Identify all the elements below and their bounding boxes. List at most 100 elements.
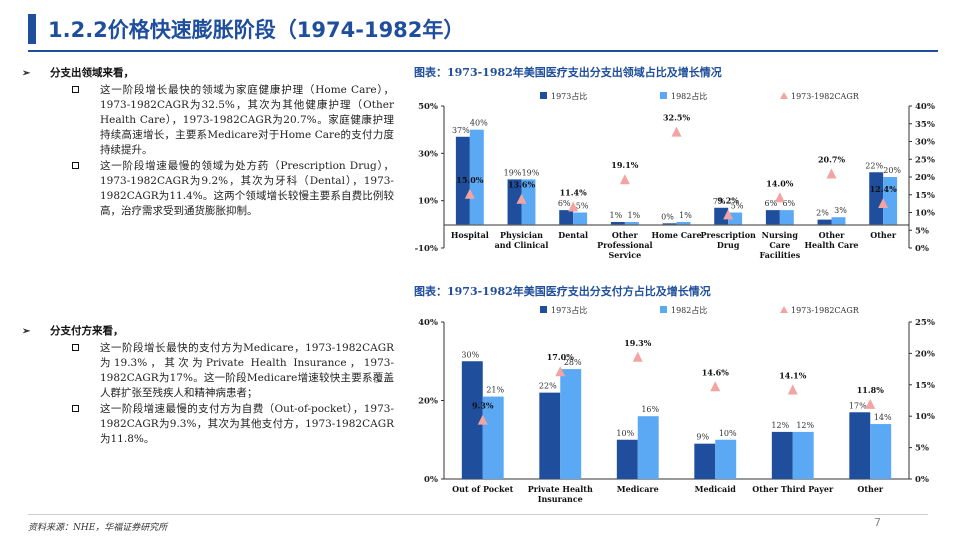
right-tick-label: 30% <box>915 138 935 148</box>
bullet-text: 这一阶段增长最快的领域为家庭健康护理（Home Care），1973-1982C… <box>100 84 394 156</box>
bar-1973 <box>616 439 638 479</box>
category-label: Drug <box>717 240 740 250</box>
section-by-field: ➢ 分支出领域来看， 这一阶段增长最快的领域为家庭健康护理（Home Care）… <box>22 66 394 220</box>
right-tick-label: 0% <box>915 244 929 254</box>
bar-value-label: 6% <box>558 199 571 208</box>
section-heading-text: 分支付方来看， <box>50 325 124 337</box>
cagr-value-label: 32.5% <box>663 113 690 123</box>
bar-value-label: 0% <box>661 212 674 221</box>
category-label: Nursing <box>762 230 799 240</box>
bar-value-label: 9% <box>696 433 709 442</box>
bar-1982 <box>521 179 536 225</box>
cagr-marker <box>619 174 630 185</box>
bar-1982 <box>676 221 691 225</box>
bar-value-label: 22% <box>865 161 883 170</box>
left-tick-label: 40% <box>418 318 438 328</box>
right-tick-label: 5% <box>915 226 929 236</box>
right-tick-label: 20% <box>915 349 935 359</box>
right-tick-label: 20% <box>915 173 935 183</box>
right-tick-label: 10% <box>915 209 935 219</box>
category-label: Insurance <box>538 494 583 504</box>
section-by-payer: ➢ 分支付方来看， 这一阶段增长最快的支付方为Medicare，1973-198… <box>22 324 394 448</box>
legend-label: 1973-1982CAGR <box>791 92 860 101</box>
bar-1973 <box>559 210 574 225</box>
page-number: 7 <box>874 516 881 529</box>
square-bullet-icon <box>72 162 79 169</box>
bar-value-label: 12% <box>796 421 814 430</box>
left-tick-label: 20% <box>418 397 438 407</box>
right-tick-label: 25% <box>915 155 935 165</box>
category-label: Prescription <box>700 230 756 240</box>
bar-value-label: 19% <box>504 168 522 177</box>
chart-spending-by-payer: 1973占比 1982占比 1973-1982CAGR 0% 20% 40% 0% 5% 10%… <box>418 305 935 504</box>
bar-value-label: 2% <box>816 209 829 218</box>
bar-1982 <box>573 212 588 225</box>
category-label: Dental <box>558 230 588 240</box>
bar-1973 <box>869 172 884 225</box>
bar-1982 <box>870 424 892 479</box>
bar-1982 <box>482 396 504 479</box>
right-tick-label: 40% <box>915 102 935 112</box>
cagr-value-label: 9.2% <box>717 195 739 205</box>
cagr-value-label: 19.1% <box>611 160 638 170</box>
bar-1982 <box>792 431 814 479</box>
category-label: Care <box>769 240 790 250</box>
category-label: Home Care <box>651 230 701 240</box>
legend-label: 1973占比 <box>551 305 587 315</box>
bar-value-label: 14% <box>874 413 892 422</box>
left-tick-label: -10% <box>415 244 438 254</box>
section-heading-text: 分支出领域来看， <box>50 67 134 79</box>
section-heading: ➢ 分支付方来看， <box>22 324 394 339</box>
bar-value-label: 6% <box>782 199 795 208</box>
category-label: Other <box>857 484 884 494</box>
bar-value-label: 30% <box>461 350 479 359</box>
category-label: Other Third Payer <box>752 484 834 494</box>
bar-value-label: 1% <box>627 211 640 220</box>
bar-1973 <box>662 223 677 225</box>
bar-1982 <box>779 210 794 225</box>
bar-value-label: 1% <box>610 211 623 220</box>
bar-1973 <box>771 431 793 479</box>
chart-caption-payer: 图表：1973-1982年美国医疗支出分支付方占比及增长情况 <box>414 285 711 298</box>
category-label: Hospital <box>451 230 489 240</box>
cagr-value-label: 12.4% <box>870 184 897 194</box>
legend-swatch <box>540 92 547 99</box>
bullet-item: 这一阶段增长最快的支付方为Medicare，1973-1982CAGR为19.3… <box>22 341 394 401</box>
right-tick-label: 35% <box>915 120 935 130</box>
cagr-value-label: 11.8% <box>857 385 884 395</box>
cagr-marker <box>787 384 798 395</box>
right-tick-label: 5% <box>915 444 929 454</box>
chart-spending-by-field: 1973占比 1982占比 1973-1982CAGR -10% 10% 30% 50% 0%… <box>415 91 935 260</box>
bar-1973 <box>694 443 716 479</box>
cagr-value-label: 14.0% <box>766 178 793 188</box>
source-note: 资料来源：NHE，华福证券研究所 <box>28 523 168 533</box>
bar-1982 <box>728 212 743 225</box>
title-accent-bar <box>28 14 36 44</box>
category-label: and Clinical <box>495 240 549 250</box>
bar-value-label: 3% <box>834 206 847 215</box>
bar-value-label: 12% <box>771 421 789 430</box>
right-tick-label: 10% <box>915 412 935 422</box>
cagr-marker <box>516 193 527 204</box>
legend-label: 1982占比 <box>671 91 707 101</box>
cagr-value-label: 14.6% <box>702 367 729 377</box>
bar-1973 <box>610 221 625 225</box>
category-label: Service <box>608 250 641 260</box>
footer-divider <box>28 514 928 515</box>
left-tick-label: 10% <box>418 197 438 207</box>
bar-value-label: 22% <box>539 382 557 391</box>
bar-1973 <box>765 210 780 225</box>
bullet-text: 这一阶段增速最慢的领域为处方药（Prescription Drug），1973-… <box>100 160 394 217</box>
bar-value-label: 37% <box>452 126 470 135</box>
chart-caption-field: 图表：1973-1982年美国医疗支出分支出领域占比及增长情况 <box>414 66 722 79</box>
bar-value-label: 6% <box>765 199 778 208</box>
arrow-bullet-icon: ➢ <box>22 326 31 337</box>
legend-label: 1973-1982CAGR <box>791 306 860 315</box>
legend-cagr-marker <box>780 92 788 99</box>
category-label: Other <box>819 230 846 240</box>
bar-value-label: 7% <box>713 197 726 206</box>
right-tick-label: 0% <box>915 475 929 485</box>
category-label: Out of Pocket <box>452 484 513 494</box>
cagr-value-label: 15.0% <box>456 175 483 185</box>
title-bar: 1.2.2价格快速膨胀阶段（1974-1982年） <box>0 0 960 52</box>
